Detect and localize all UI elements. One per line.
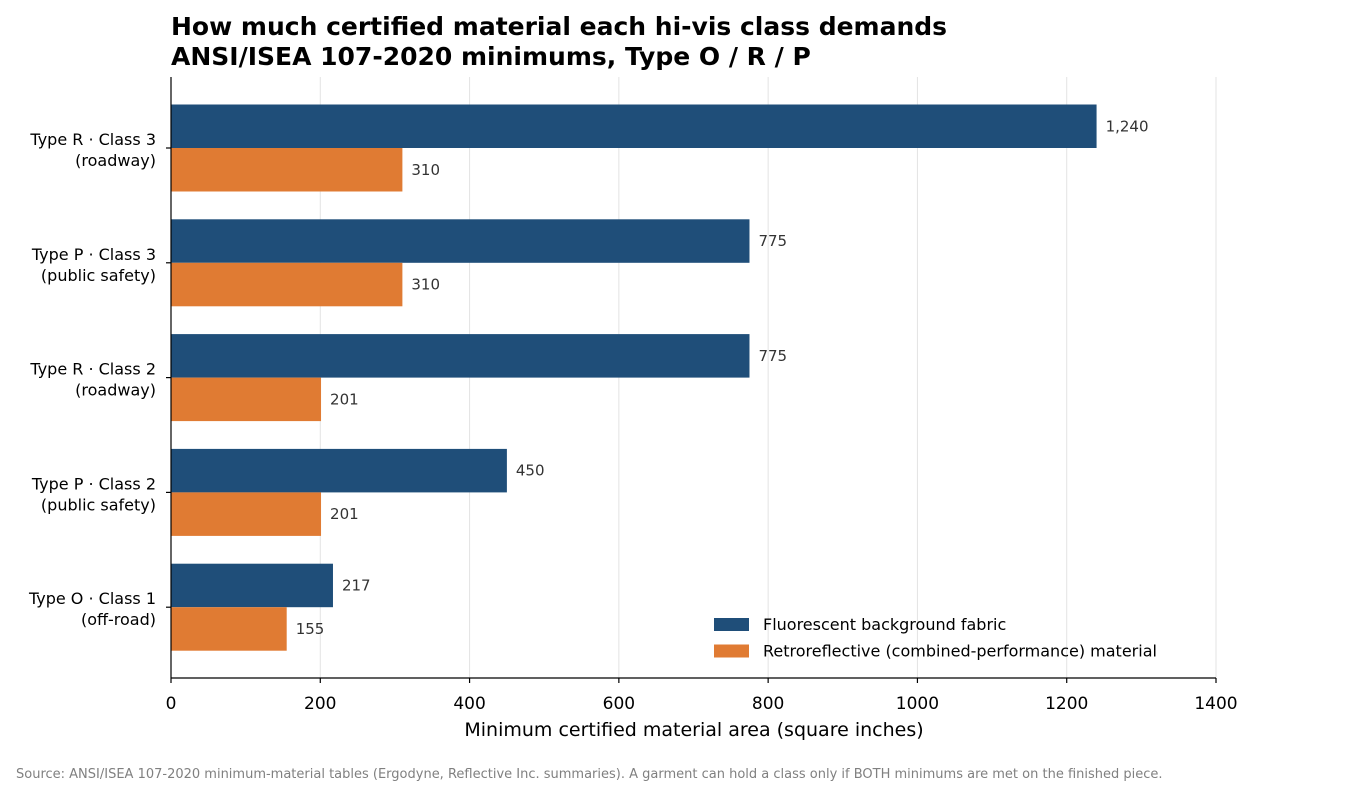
bar [171,377,322,422]
category-label: Type P · Class 2 [31,474,156,493]
x-tick-label: 0 [166,694,177,714]
legend-label: Fluorescent background fabric [763,615,1006,634]
x-tick-label: 400 [453,694,485,714]
category-label: Type R · Class 2 [29,360,156,379]
value-label: 201 [330,390,359,408]
category-label: (roadway) [75,151,156,170]
value-label: 217 [342,576,371,594]
x-tick-label: 1200 [1045,694,1088,714]
legend: Fluorescent background fabric Retroreflec… [714,615,1157,661]
value-label: 310 [411,276,440,294]
value-label: 775 [758,232,787,250]
x-axis-title: Minimum certified material area (square … [464,719,923,741]
category-label: (roadway) [75,381,156,400]
category-label: (public safety) [41,266,156,285]
value-label: 155 [296,620,325,638]
category-label: (public safety) [41,495,156,514]
chart-title: How much certified material each hi-vis … [171,12,947,41]
bar [171,563,333,608]
value-label: 201 [330,505,359,523]
bar [171,262,403,307]
chart-subtitle: ANSI/ISEA 107-2020 minimums, Type O / R … [171,42,811,71]
value-label: 310 [411,161,440,179]
x-tick-label: 200 [304,694,336,714]
x-tick-label: 1400 [1194,694,1237,714]
x-tick-label: 600 [603,694,635,714]
bar [171,104,1097,148]
category-label: (off-road) [81,610,156,629]
legend-swatch [714,618,749,631]
legend-label: Retroreflective (combined-performance) m… [763,642,1157,661]
category-label: Type P · Class 3 [31,245,156,264]
legend-swatch [714,644,749,658]
bar [171,148,403,192]
bar [171,448,507,493]
value-label: 450 [516,462,545,480]
bar [171,219,750,263]
value-label: 1,240 [1106,117,1149,135]
value-label: 775 [758,347,787,365]
bar [171,334,750,378]
axes: Type R · Class 3 (roadway) Type P · Class … [28,77,1238,714]
x-tick-label: 1000 [896,694,939,714]
source-note: Source: ANSI/ISEA 107-2020 minimum-mater… [16,767,1163,782]
bar [171,607,287,651]
bar [171,492,322,536]
bars: 1,240 310 775 310 775 201 450 201 217 155 [171,104,1149,651]
category-label: Type R · Class 3 [29,130,156,149]
x-tick-label: 800 [752,694,784,714]
category-label: Type O · Class 1 [28,589,156,608]
